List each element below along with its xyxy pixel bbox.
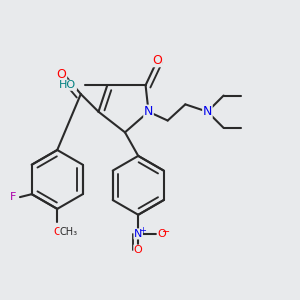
- Text: O: O: [57, 68, 67, 81]
- Text: O: O: [152, 54, 162, 67]
- Text: −: −: [162, 226, 170, 237]
- Text: +: +: [139, 226, 146, 236]
- Text: N: N: [203, 105, 212, 118]
- Text: N: N: [134, 229, 142, 239]
- Text: O: O: [158, 229, 166, 239]
- Text: HO: HO: [59, 80, 76, 90]
- Text: F: F: [9, 192, 16, 202]
- Text: N: N: [144, 105, 153, 118]
- Text: O: O: [134, 245, 142, 255]
- Text: O: O: [53, 227, 62, 237]
- Text: CH₃: CH₃: [60, 227, 78, 237]
